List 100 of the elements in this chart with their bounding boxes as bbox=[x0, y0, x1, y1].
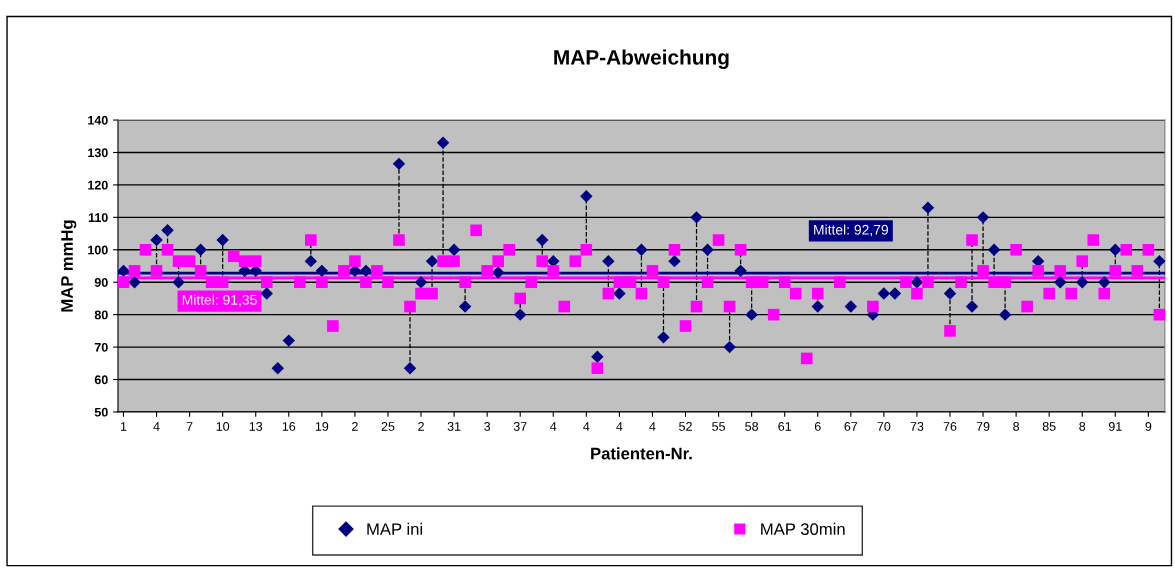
x-tick-label: 76 bbox=[943, 422, 957, 431]
point bbox=[1098, 276, 1111, 289]
y-axis-title: MAP mmHg bbox=[61, 220, 77, 312]
y-tick-label: 60 bbox=[94, 375, 108, 385]
x-tick-label: 9 bbox=[1145, 422, 1152, 431]
x-tick-label: 13 bbox=[249, 422, 263, 431]
point bbox=[348, 264, 362, 278]
point bbox=[976, 211, 990, 224]
x-axis-title: Patienten-Nr. bbox=[591, 447, 692, 460]
x-tick-label: 16 bbox=[282, 422, 296, 431]
x-tick-label: 10 bbox=[216, 422, 230, 431]
point bbox=[690, 211, 703, 224]
y-tick-label: 120 bbox=[88, 180, 108, 190]
x-tick-label: 4 bbox=[153, 422, 160, 431]
point bbox=[723, 340, 736, 354]
x-tick-label: 91 bbox=[1108, 422, 1122, 431]
point bbox=[359, 264, 373, 278]
point bbox=[161, 224, 174, 237]
x-tick-label: 55 bbox=[712, 422, 725, 431]
legend-label: MAP 30min bbox=[761, 522, 845, 536]
x-tick-label: 37 bbox=[513, 422, 527, 431]
x-tick-label: 85 bbox=[1042, 422, 1056, 431]
point bbox=[172, 276, 185, 289]
point bbox=[745, 308, 758, 321]
point bbox=[304, 254, 318, 268]
y-tick-label: 100 bbox=[88, 245, 108, 255]
point bbox=[668, 254, 681, 268]
x-tick-label: 25 bbox=[381, 422, 395, 431]
point bbox=[734, 264, 747, 278]
point bbox=[392, 157, 406, 171]
y-tick-label: 80 bbox=[94, 310, 108, 320]
point bbox=[844, 300, 858, 313]
point bbox=[403, 361, 417, 375]
y-tick-label: 130 bbox=[88, 148, 108, 158]
x-tick-label: 7 bbox=[186, 422, 193, 431]
x-tick-label: 70 bbox=[877, 422, 891, 431]
x-tick-label: 1 bbox=[120, 422, 127, 431]
point bbox=[491, 266, 505, 279]
point bbox=[998, 308, 1012, 321]
x-tick-label: 61 bbox=[778, 422, 792, 431]
chart-title: MAP-Abweichung bbox=[554, 49, 729, 69]
point bbox=[447, 243, 461, 256]
point bbox=[580, 190, 593, 203]
point bbox=[701, 243, 714, 256]
point bbox=[425, 254, 439, 268]
point bbox=[194, 243, 207, 256]
x-tick-label: 4 bbox=[550, 422, 557, 431]
x-tick-label: 4 bbox=[616, 422, 623, 431]
x-tick-label: 4 bbox=[583, 422, 590, 431]
point bbox=[458, 300, 472, 313]
point bbox=[150, 233, 163, 247]
point bbox=[943, 287, 957, 300]
point bbox=[602, 254, 615, 268]
x-tick-label: 79 bbox=[976, 422, 990, 431]
point bbox=[271, 361, 284, 375]
point bbox=[965, 300, 979, 313]
point bbox=[921, 201, 935, 214]
x-tick-label: 31 bbox=[447, 422, 461, 431]
x-tick-label: 67 bbox=[844, 422, 858, 431]
point bbox=[514, 308, 527, 321]
point bbox=[657, 331, 670, 344]
point bbox=[613, 287, 626, 300]
x-tick-label: 6 bbox=[814, 422, 821, 431]
y-tick-label: 90 bbox=[94, 278, 108, 287]
x-tick-label: 8 bbox=[1013, 422, 1020, 431]
x-tick-label: 4 bbox=[649, 422, 656, 431]
point bbox=[1076, 276, 1089, 289]
ref-line-label: Mittel: 92,79 bbox=[814, 224, 888, 237]
point bbox=[249, 264, 262, 278]
point bbox=[910, 276, 924, 289]
point bbox=[547, 254, 560, 268]
point bbox=[877, 287, 891, 300]
x-tick-label: 73 bbox=[910, 422, 924, 431]
point bbox=[591, 350, 604, 364]
point bbox=[1109, 243, 1122, 256]
point bbox=[238, 264, 251, 278]
point bbox=[436, 136, 450, 149]
point bbox=[216, 233, 229, 247]
point bbox=[1153, 254, 1165, 268]
point bbox=[1053, 276, 1067, 289]
x-tick-label: 58 bbox=[745, 422, 759, 431]
y-tick-label: 50 bbox=[94, 407, 108, 417]
point bbox=[128, 276, 141, 289]
point bbox=[260, 287, 273, 300]
point bbox=[315, 264, 329, 278]
x-tick-label: 3 bbox=[484, 422, 491, 431]
legend-label: MAP ini bbox=[367, 522, 423, 535]
x-tick-label: 2 bbox=[352, 422, 358, 431]
y-tick-label: 140 bbox=[88, 115, 108, 125]
y-tick-label: 110 bbox=[88, 213, 108, 223]
x-tick-label: 19 bbox=[315, 422, 329, 431]
point bbox=[536, 233, 549, 247]
point bbox=[117, 264, 130, 278]
x-tick-label: 52 bbox=[679, 422, 692, 431]
point bbox=[811, 300, 824, 313]
point bbox=[1031, 254, 1045, 268]
ref-line-label: Mittel: 91,35 bbox=[182, 294, 257, 307]
x-tick-label: 2 bbox=[418, 422, 424, 431]
point bbox=[635, 243, 648, 256]
point bbox=[987, 243, 1001, 256]
